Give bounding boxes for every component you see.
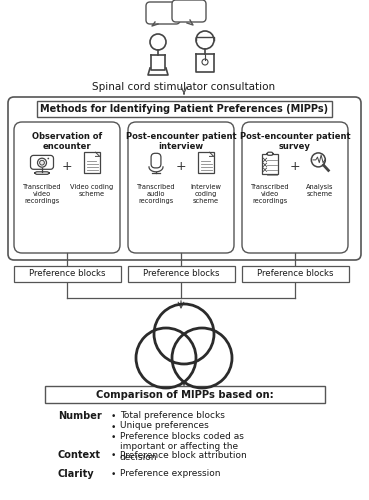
Text: Preference blocks: Preference blocks: [257, 270, 334, 278]
Text: •: •: [111, 452, 116, 460]
Text: Preference block attribution: Preference block attribution: [120, 450, 247, 460]
Text: Preference expression: Preference expression: [120, 469, 221, 478]
Text: Interview
coding
scheme: Interview coding scheme: [190, 184, 221, 204]
Circle shape: [38, 158, 46, 167]
Text: •: •: [111, 433, 116, 442]
FancyBboxPatch shape: [151, 154, 161, 168]
FancyBboxPatch shape: [146, 2, 180, 24]
Text: Context: Context: [58, 450, 101, 460]
Text: Post-encounter patient
survey: Post-encounter patient survey: [240, 132, 350, 152]
Text: Preference blocks coded as
important or affecting the
decision: Preference blocks coded as important or …: [120, 432, 244, 462]
FancyBboxPatch shape: [198, 152, 214, 172]
Text: +: +: [176, 160, 186, 173]
FancyBboxPatch shape: [128, 122, 234, 253]
Text: Methods for Identifying Patient Preferences (MIPPs): Methods for Identifying Patient Preferen…: [41, 104, 328, 114]
Text: Transcribed
video
recordings: Transcribed video recordings: [251, 184, 289, 204]
FancyBboxPatch shape: [84, 152, 100, 172]
FancyBboxPatch shape: [45, 386, 325, 403]
Circle shape: [202, 59, 208, 65]
FancyBboxPatch shape: [14, 122, 120, 253]
Text: •: •: [111, 412, 116, 421]
Text: Post-encounter patient
interview: Post-encounter patient interview: [126, 132, 236, 152]
FancyBboxPatch shape: [14, 266, 121, 282]
Text: •: •: [111, 422, 116, 432]
Circle shape: [39, 160, 44, 165]
Text: Spinal cord stimulator consultation: Spinal cord stimulator consultation: [93, 82, 276, 92]
FancyBboxPatch shape: [128, 266, 235, 282]
Text: Preference blocks: Preference blocks: [29, 270, 106, 278]
Text: Transcribed
audio
recordings: Transcribed audio recordings: [137, 184, 175, 204]
Text: Comparison of MIPPs based on:: Comparison of MIPPs based on:: [96, 390, 274, 400]
FancyBboxPatch shape: [37, 101, 332, 117]
Text: Clarity: Clarity: [58, 469, 94, 479]
Text: Observation of
encounter: Observation of encounter: [32, 132, 102, 152]
Text: Preference blocks: Preference blocks: [143, 270, 220, 278]
Text: Total preference blocks: Total preference blocks: [120, 411, 225, 420]
Text: Transcribed
video
recordings: Transcribed video recordings: [23, 184, 61, 204]
Text: •: •: [111, 470, 116, 479]
Text: +: +: [62, 160, 72, 173]
Circle shape: [311, 153, 325, 167]
Text: Analysis
scheme: Analysis scheme: [306, 184, 334, 197]
Text: Number: Number: [58, 411, 102, 421]
Circle shape: [150, 34, 166, 50]
FancyBboxPatch shape: [8, 97, 361, 260]
Text: Unique preferences: Unique preferences: [120, 422, 209, 430]
Text: Video coding
scheme: Video coding scheme: [70, 184, 114, 197]
FancyBboxPatch shape: [35, 172, 49, 174]
Text: +: +: [290, 160, 300, 173]
FancyBboxPatch shape: [242, 266, 349, 282]
FancyBboxPatch shape: [172, 0, 206, 22]
FancyBboxPatch shape: [31, 156, 54, 170]
Circle shape: [48, 158, 49, 160]
FancyBboxPatch shape: [242, 122, 348, 253]
FancyBboxPatch shape: [262, 154, 278, 174]
FancyBboxPatch shape: [267, 152, 273, 156]
Circle shape: [196, 31, 214, 49]
